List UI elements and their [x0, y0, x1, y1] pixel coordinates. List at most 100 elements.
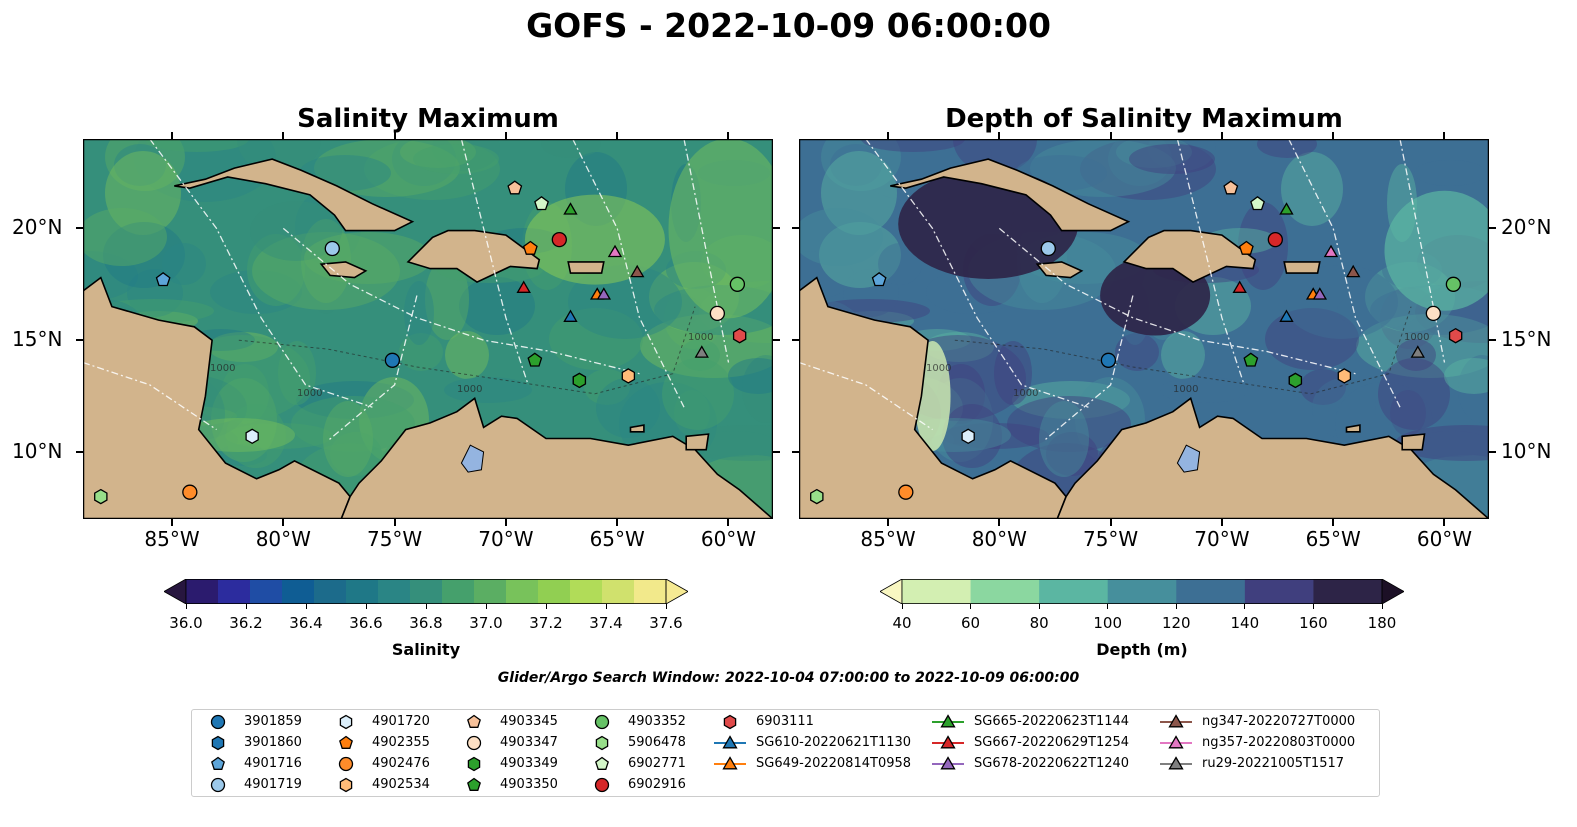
lat-tick — [773, 227, 780, 230]
platform-marker — [694, 345, 709, 358]
platform-marker — [1323, 244, 1339, 258]
colorbar-tick-label: 160 — [1299, 614, 1328, 632]
lon-tick-label: 70°W — [1194, 527, 1250, 551]
colorbar-segment — [346, 579, 379, 604]
hexagon-marker-icon — [339, 777, 353, 793]
lon-tick — [887, 519, 890, 526]
platform-marker — [1238, 240, 1254, 255]
platform-marker — [182, 484, 198, 500]
colorbar-segment — [442, 579, 475, 604]
contour-label: 1000 — [688, 332, 713, 343]
platform-marker — [1337, 368, 1352, 384]
lon-tick — [1109, 519, 1112, 526]
colorbar-under-arrow — [880, 579, 903, 604]
circle-marker-icon — [594, 714, 610, 730]
lon-tick — [393, 519, 396, 526]
platform-marker — [810, 488, 824, 505]
lat-tick — [792, 450, 799, 453]
lat-tick — [792, 227, 799, 230]
land-margarita — [1345, 424, 1361, 433]
colorbar-segment — [570, 579, 603, 604]
platform-marker — [516, 280, 531, 293]
platform-marker — [1288, 372, 1303, 389]
colorbar-tick-label: 100 — [1093, 614, 1123, 632]
pentagon-marker-icon — [211, 756, 225, 770]
colorbar-segment — [250, 579, 283, 604]
lon-tick — [1332, 519, 1335, 526]
colorbar-tick — [245, 604, 247, 609]
salinity-map: 1000 1000 1000 1000 — [83, 139, 773, 519]
pentagon-marker-icon — [339, 735, 353, 749]
platform-marker — [551, 231, 567, 248]
lon-tick — [1443, 519, 1446, 526]
colorbar-segment — [506, 579, 539, 604]
platform-marker — [1346, 264, 1361, 278]
colorbar-tick — [605, 604, 607, 609]
platform-marker — [245, 428, 259, 445]
lat-tick — [773, 339, 780, 342]
depth-colorbar-label: Depth (m) — [1096, 640, 1188, 659]
platform-marker — [898, 484, 914, 500]
lat-tick — [792, 339, 799, 342]
colorbar-tick — [901, 604, 903, 609]
legend-label: 4903349 — [500, 756, 558, 771]
colorbar-tick — [1381, 604, 1383, 609]
lat-tick-label: 20°N — [12, 215, 63, 240]
colorbar-tick-label: 140 — [1230, 614, 1260, 632]
colorbar-segment — [282, 579, 315, 604]
hexagon-marker-icon — [467, 756, 481, 772]
land-puertorico — [1283, 261, 1321, 274]
depth-map: 1000 1000 1000 1000 — [799, 139, 1489, 519]
platform-marker — [1232, 280, 1247, 293]
lon-tick — [616, 519, 619, 526]
colorbar-segment — [1039, 579, 1109, 604]
legend-label: 4901716 — [244, 756, 302, 771]
platform-marker — [563, 202, 578, 215]
figure-title: GOFS - 2022-10-09 06:00:00 — [526, 6, 1051, 45]
lat-tick — [1489, 339, 1496, 342]
platform-marker — [572, 372, 587, 389]
pentagon-marker-icon — [467, 714, 481, 728]
legend-label: 6902916 — [628, 777, 686, 792]
land-hispaniola — [1122, 229, 1257, 284]
legend-label: SG678-20220622T1240 — [974, 756, 1130, 771]
colorbar-tick-label: 120 — [1161, 614, 1191, 632]
platform-marker — [534, 195, 549, 211]
platform-marker — [607, 244, 623, 258]
colorbar-segment — [218, 579, 251, 604]
lat-tick-label: 20°N — [1501, 215, 1552, 240]
lat-tick-label: 10°N — [12, 438, 63, 463]
platform-marker — [1425, 305, 1442, 322]
colorbar-tick — [1107, 604, 1109, 609]
platform-marker — [155, 271, 171, 287]
lat-tick — [76, 450, 83, 453]
legend-label: 4901719 — [244, 777, 302, 792]
lat-tick — [1489, 227, 1496, 230]
land-jamaica — [319, 261, 368, 279]
legend-label: SG665-20220623T1144 — [974, 714, 1130, 729]
legend-label: ng357-20220803T0000 — [1202, 735, 1356, 750]
platform-marker — [507, 180, 523, 195]
colorbar-segment — [1176, 579, 1246, 604]
land-trinidad — [1401, 433, 1426, 451]
colorbar-tick-label: 37.2 — [529, 614, 563, 632]
land-trinidad — [685, 433, 710, 451]
legend-label: ng347-20220727T0000 — [1202, 714, 1356, 729]
lon-tick-label: 60°W — [1416, 527, 1473, 551]
hexagon-marker-icon — [339, 714, 353, 730]
colorbar-segment — [186, 579, 219, 604]
search-window-caption: Glider/Argo Search Window: 2022-10-04 07… — [497, 670, 1080, 686]
colorbar-tick-label: 36.4 — [289, 614, 323, 632]
legend-label: 3901860 — [244, 735, 302, 750]
lon-tick-label: 80°W — [971, 527, 1027, 551]
lon-tick-label: 75°W — [366, 527, 423, 551]
platform-marker — [1267, 231, 1283, 248]
legend-label: 4903350 — [500, 777, 558, 792]
triangle-marker-icon — [714, 756, 746, 770]
platform-marker — [1040, 240, 1056, 257]
hexagon-marker-icon — [595, 735, 609, 751]
colorbar-tick — [485, 604, 487, 609]
colorbar-tick — [1038, 604, 1040, 609]
circle-marker-icon — [338, 756, 354, 772]
legend: 3901859 3901860 4901716 4901719 4901720 49023… — [191, 709, 1380, 797]
